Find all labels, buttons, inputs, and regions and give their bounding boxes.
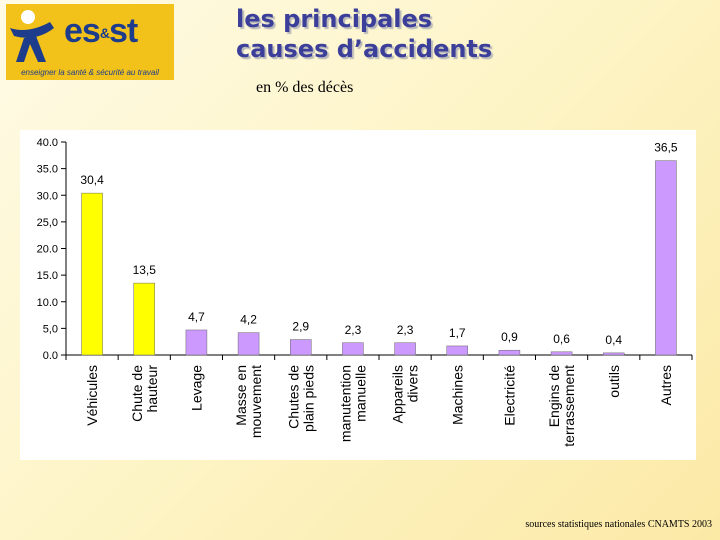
- category-label-line: terrassement: [561, 365, 577, 447]
- category-label-line: Masse en: [233, 365, 249, 426]
- category-label: manutentionmanuelle: [337, 365, 368, 442]
- bar-value-label: 2,3: [397, 323, 414, 337]
- category-label: Levage: [188, 365, 204, 411]
- category-label: Machines: [449, 365, 465, 425]
- bar-value-label: 36,5: [654, 141, 678, 155]
- bar: [446, 345, 468, 356]
- category-label-line: manuelle: [352, 365, 368, 422]
- page-title: les principales causes d’accidents: [236, 4, 492, 64]
- category-label-line: plain pieds: [300, 365, 316, 432]
- category-label-line: divers: [405, 365, 421, 402]
- y-tick-label: 5,0: [43, 323, 58, 335]
- y-tick-label: 30.0: [37, 190, 58, 202]
- y-tick-label: 25,0: [37, 217, 58, 229]
- category-label-line: Engins de: [546, 365, 562, 427]
- category-label: Chute dehauteur: [129, 365, 160, 422]
- bar: [498, 349, 521, 356]
- category-label: Véhicules: [84, 365, 100, 426]
- bar-value-label: 2,3: [345, 323, 362, 337]
- chart-subtitle: en % des décès: [256, 79, 354, 96]
- title-line-2: causes d’accidents: [236, 35, 493, 63]
- bar: [394, 342, 416, 356]
- bar: [237, 332, 260, 356]
- bar: [603, 352, 625, 356]
- category-label: Appareilsdivers: [390, 365, 421, 423]
- category-label-line: Electricité: [501, 365, 517, 426]
- chart-area: 0.0 5,0 10.0 15.0 20.0 25,0 30.0 35.0 40.0 30,4 Vé…: [20, 130, 696, 460]
- bar: [133, 282, 155, 356]
- category-label-line: outils: [606, 365, 622, 398]
- category-label-line: Appareils: [390, 365, 406, 423]
- category-label: Autres: [658, 365, 674, 405]
- bar-chart: 0.0 5,0 10.0 15.0 20.0 25,0 30.0 35.0 40.0 30,4 Vé…: [37, 137, 693, 447]
- category-label-line: Chute de: [129, 365, 145, 422]
- title-line-1: les principales: [236, 5, 433, 33]
- category-label-line: manutention: [337, 365, 353, 442]
- bar-value-label: 4,7: [188, 310, 205, 324]
- bar-value-label: 1,7: [449, 326, 466, 340]
- esst-logo: es&st enseigner la santé & sécurité au t…: [6, 4, 174, 80]
- y-tick-label: 15.0: [37, 270, 58, 282]
- logo-tagline: enseigner la santé & sécurité au travail: [21, 68, 159, 77]
- category-label-line: Chutes de: [285, 365, 301, 429]
- logo-wordmark: es&st: [64, 12, 138, 50]
- y-tick-label: 40.0: [37, 137, 58, 149]
- bar: [550, 351, 573, 356]
- category-label: Electricité: [501, 365, 517, 426]
- bar: [655, 160, 677, 356]
- category-label: outils: [606, 365, 622, 398]
- category-label: Engins deterrassement: [546, 365, 577, 447]
- bar: [290, 339, 312, 356]
- bar-value-label: 0,4: [605, 333, 622, 347]
- category-label-line: Machines: [449, 365, 465, 425]
- figure-logo-icon: [10, 10, 54, 62]
- bar-value-label: 0,6: [553, 332, 570, 346]
- source-note: sources statistiques nationales CNAMTS 2…: [525, 519, 712, 530]
- bar-value-label: 0,9: [501, 330, 518, 344]
- bar: [342, 342, 364, 356]
- bar-value-label: 4,2: [240, 313, 257, 327]
- category-label-line: mouvement: [248, 365, 264, 438]
- bar: [81, 192, 103, 356]
- bar-value-label: 13,5: [133, 263, 157, 277]
- y-tick-label: 10.0: [37, 297, 58, 309]
- y-tick-label: 20.0: [37, 244, 58, 256]
- category-label-line: Véhicules: [84, 365, 100, 426]
- bar: [185, 329, 208, 356]
- category-label-line: hauteur: [144, 365, 160, 413]
- category-label: Chutes deplain pieds: [285, 365, 316, 432]
- bar-value-label: 2,9: [292, 320, 309, 334]
- y-tick-label: 35.0: [37, 164, 58, 176]
- category-label: Masse enmouvement: [233, 365, 264, 438]
- category-label-line: Autres: [658, 365, 674, 405]
- category-label-line: Levage: [188, 365, 204, 411]
- bar-value-label: 30,4: [80, 173, 104, 187]
- y-tick-label: 0.0: [43, 350, 58, 362]
